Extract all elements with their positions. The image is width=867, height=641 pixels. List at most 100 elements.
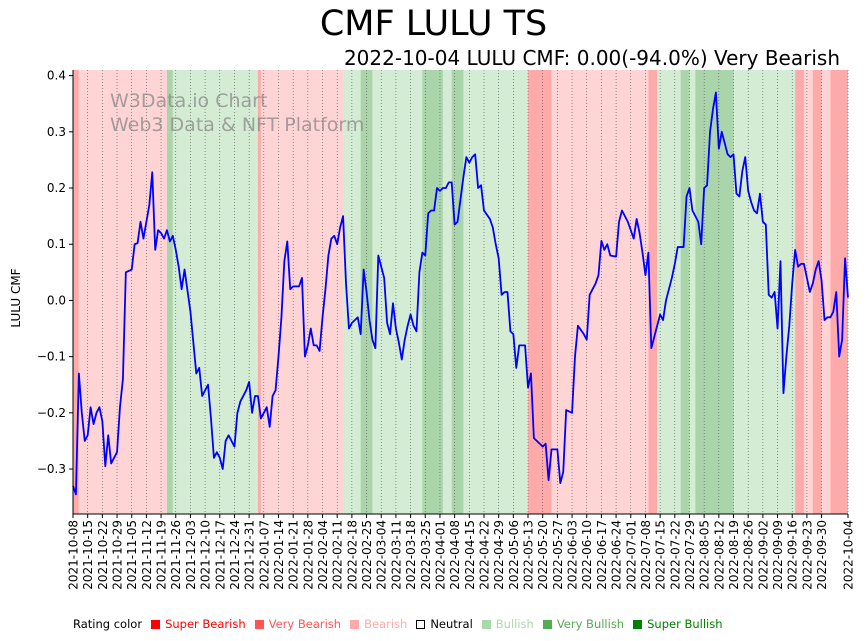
x-tick-label: 2022-01-07 [257,520,271,590]
watermark-line-1: W3Data.io Chart [110,90,267,112]
x-tick-label: 2022-05-20 [536,520,550,590]
rating-band-very-bearish [812,70,822,514]
rating-band-bullish [463,70,529,514]
x-tick-label: 2021-12-10 [199,520,213,590]
x-tick-label: 2022-10-04 [842,520,856,590]
rating-band-bearish [803,70,813,514]
x-tick-label: 2022-06-17 [595,520,609,590]
legend-swatch [633,619,643,629]
y-tick-label: −0.1 [37,350,66,364]
x-tick-label: 2022-09-16 [786,520,800,590]
legend-item-label: Bearish [364,617,408,631]
x-tick-label: 2022-07-08 [639,520,653,590]
x-tick-label: 2022-04-01 [433,520,447,590]
rating-band-very-bullish [166,70,173,514]
x-tick-label: 2021-12-03 [184,520,198,590]
legend-item-very-bearish: Very Bearish [254,617,342,631]
rating-band-very-bullish [422,70,443,514]
rating-band-bullish [442,70,452,514]
x-tick-label: 2021-12-31 [243,520,257,590]
x-tick-label: 2022-07-01 [624,520,638,590]
legend-swatch [350,619,360,629]
legend-item-neutral: Neutral [416,617,473,631]
x-tick-label: 2022-03-11 [389,520,403,590]
legend-swatch [481,619,491,629]
series-line-lulu-cmf [72,91,849,496]
rating-band-very-bullish [451,70,464,514]
x-tick-label: 2021-10-08 [67,520,81,590]
x-tick-label: 2022-07-29 [683,520,697,590]
x-tick-label: 2022-08-05 [698,520,712,590]
legend-item-label: Neutral [430,617,473,631]
rating-band-bearish [551,70,570,514]
watermark: W3Data.io Chart Web3 Data & NFT Platform [110,90,364,136]
x-tick-label: 2021-12-24 [228,520,242,590]
x-tick-label: 2022-07-22 [668,520,682,590]
x-tick-label: 2022-03-04 [375,520,389,590]
y-tick-label: −0.2 [37,406,66,420]
series-lines [72,91,849,496]
legend-swatch [254,619,264,629]
x-tick-label: 2021-11-26 [169,520,183,590]
legend-item-very-bullish: Very Bullish [542,617,625,631]
x-tick-label: 2022-03-25 [419,520,433,590]
x-tick-label: 2022-05-13 [522,520,536,590]
x-tick-label: 2022-08-19 [727,520,741,590]
x-tick-label: 2022-01-28 [301,520,315,590]
x-tick-label: 2021-10-22 [96,520,110,590]
x-tick-label: 2022-09-02 [756,520,770,590]
rating-band-very-bearish [528,70,552,514]
rating-band-very-bearish [648,70,658,514]
watermark-line-2: Web3 Data & NFT Platform [110,114,364,136]
rating-band-bullish [372,70,423,514]
x-tick-label: 2022-05-06 [507,520,521,590]
legend-item-super-bullish: Super Bullish [633,617,723,631]
chart-subtitle: 2022-10-04 LULU CMF: 0.00(-94.0%) Very B… [343,46,840,70]
x-ticks: 2021-10-08 2021-10-15 2021-10-22 2021-10-29… [67,514,856,590]
legend-item-bullish: Bullish [481,617,534,631]
x-tick-label: 2022-02-25 [360,520,374,590]
x-tick-label: 2021-11-12 [140,520,154,590]
legend-items: Super Bearish Very Bearish Bearish Neutral B… [142,617,723,631]
x-tick-label: 2022-09-09 [771,520,785,590]
legend-item-super-bearish: Super Bearish [151,617,246,631]
rating-band-bearish [569,70,649,514]
rating-band-bearish [821,70,831,514]
legend-swatch [151,619,161,629]
y-tick-label: 0.3 [47,125,66,139]
legend-item-label: Bullish [495,617,534,631]
rating-bands [73,70,848,514]
x-tick-label: 2022-07-15 [654,520,668,590]
y-tick-label: 0.2 [47,181,66,195]
legend-item-bearish: Bearish [350,617,407,631]
x-tick-label: 2021-12-17 [213,520,227,590]
x-tick-label: 2022-09-30 [815,520,829,590]
legend-item-label: Very Bearish [268,617,342,631]
x-tick-label: 2021-11-05 [125,520,139,590]
legend-swatch [416,619,426,629]
x-tick-label: 2022-06-03 [566,520,580,590]
y-tick-label: −0.3 [37,462,66,476]
chart-title: CMF LULU TS [319,4,548,44]
x-tick-label: 2022-04-15 [463,520,477,590]
x-tick-label: 2022-08-26 [742,520,756,590]
x-tick-label: 2021-10-15 [81,520,95,590]
y-tick-label: 0.4 [47,69,66,83]
legend-item-label: Super Bullish [647,617,723,631]
x-tick-label: 2022-04-29 [492,520,506,590]
rating-band-very-bullish [695,70,734,514]
x-tick-label: 2022-09-23 [800,520,814,590]
x-tick-label: 2022-01-21 [287,520,301,590]
rating-band-bullish [689,70,696,514]
x-tick-label: 2022-02-11 [331,520,345,590]
legend-item-label: Very Bullish [556,617,625,631]
rating-band-bearish [78,70,167,514]
rating-band-very-bearish [73,70,79,514]
legend-item-label: Super Bearish [165,617,246,631]
x-tick-label: 2022-04-08 [448,520,462,590]
x-tick-label: 2022-08-12 [712,520,726,590]
x-tick-label: 2022-06-24 [610,520,624,590]
rating-band-bullish [733,70,796,514]
rating-band-very-bearish [830,70,848,514]
